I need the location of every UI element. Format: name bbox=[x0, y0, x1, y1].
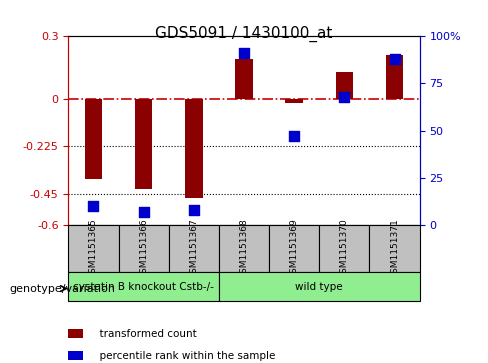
Text: genotype/variation: genotype/variation bbox=[10, 284, 116, 294]
Text: GSM1151369: GSM1151369 bbox=[290, 218, 299, 279]
Bar bbox=[185, 99, 203, 198]
FancyBboxPatch shape bbox=[319, 225, 369, 272]
FancyBboxPatch shape bbox=[68, 272, 219, 301]
Point bbox=[190, 207, 198, 213]
Text: transformed count: transformed count bbox=[93, 329, 197, 339]
FancyBboxPatch shape bbox=[68, 225, 119, 272]
FancyBboxPatch shape bbox=[219, 272, 420, 301]
Text: GSM1151367: GSM1151367 bbox=[189, 218, 198, 279]
Bar bbox=[336, 72, 353, 99]
Text: GSM1151371: GSM1151371 bbox=[390, 218, 399, 279]
Bar bbox=[386, 55, 404, 99]
Text: GDS5091 / 1430100_at: GDS5091 / 1430100_at bbox=[155, 25, 333, 42]
Bar bbox=[235, 60, 253, 99]
Point bbox=[290, 134, 298, 139]
Point bbox=[89, 203, 97, 209]
FancyBboxPatch shape bbox=[119, 225, 169, 272]
Point bbox=[240, 50, 248, 56]
Text: cystatin B knockout Cstb-/-: cystatin B knockout Cstb-/- bbox=[73, 282, 214, 292]
FancyBboxPatch shape bbox=[369, 225, 420, 272]
Text: GSM1151365: GSM1151365 bbox=[89, 218, 98, 279]
Bar bbox=[285, 99, 303, 103]
Text: GSM1151370: GSM1151370 bbox=[340, 218, 349, 279]
Bar bbox=[84, 99, 102, 179]
Text: percentile rank within the sample: percentile rank within the sample bbox=[93, 351, 275, 361]
Text: GSM1151366: GSM1151366 bbox=[139, 218, 148, 279]
Point bbox=[341, 94, 348, 99]
Bar bbox=[135, 99, 152, 189]
Text: wild type: wild type bbox=[295, 282, 343, 292]
Text: GSM1151368: GSM1151368 bbox=[240, 218, 248, 279]
FancyBboxPatch shape bbox=[169, 225, 219, 272]
Point bbox=[391, 56, 399, 62]
FancyBboxPatch shape bbox=[269, 225, 319, 272]
Point bbox=[140, 209, 147, 215]
FancyBboxPatch shape bbox=[219, 225, 269, 272]
